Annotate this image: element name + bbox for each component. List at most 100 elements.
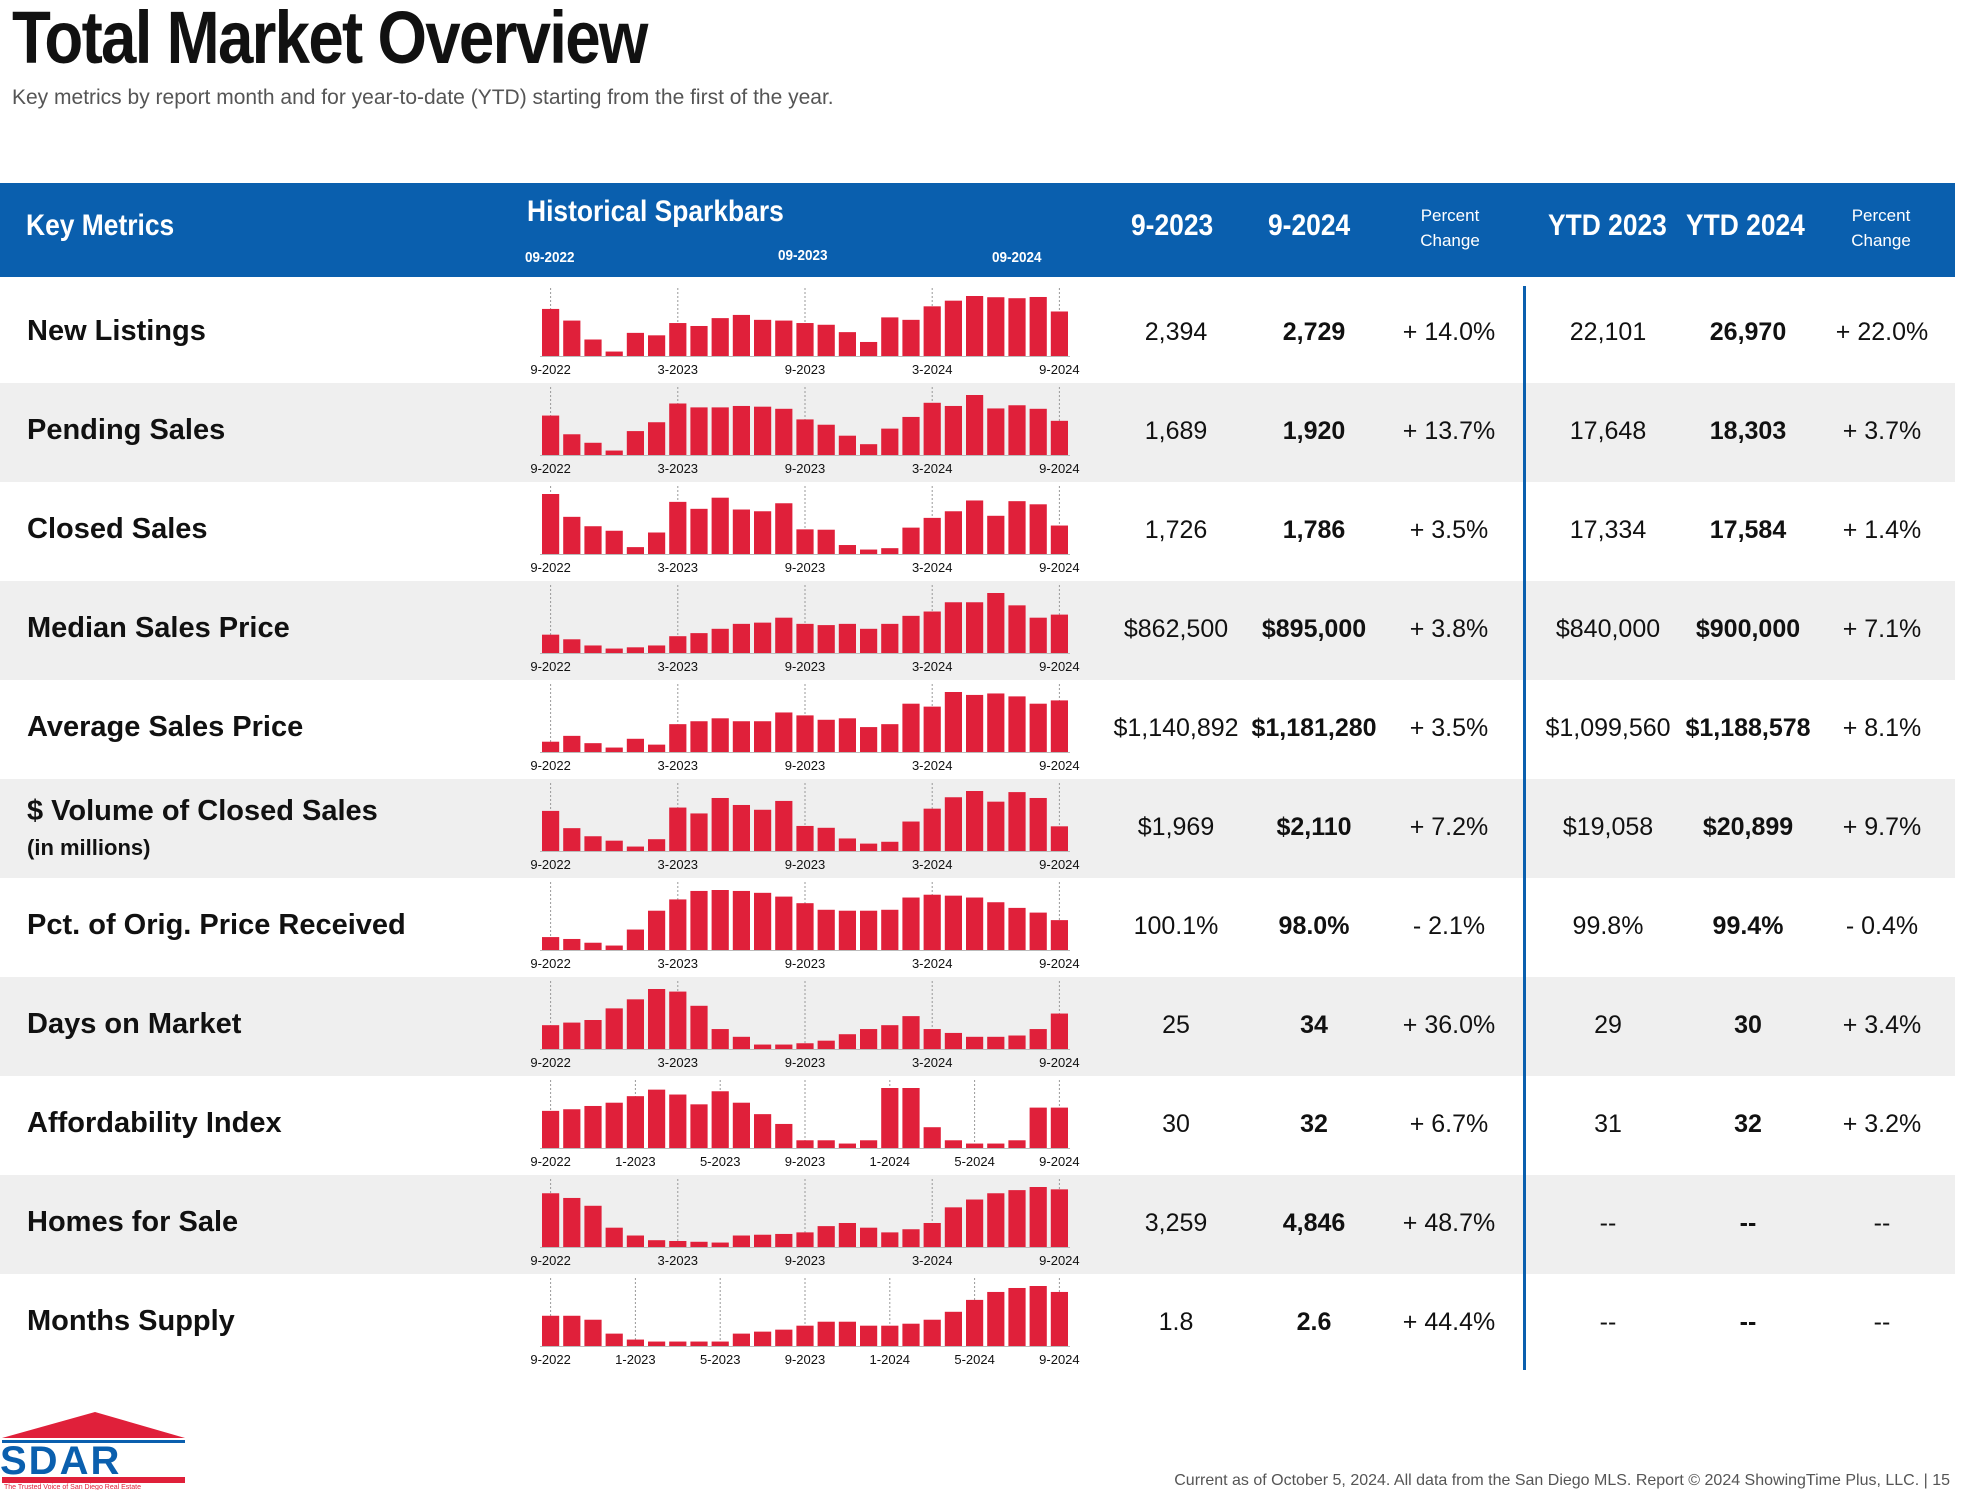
sparkbar <box>881 909 899 950</box>
sparkbar <box>796 419 814 455</box>
sparkbar <box>796 1140 814 1148</box>
sparkbar <box>817 1140 835 1148</box>
header-spark-tick: 09-2024 <box>992 249 1042 266</box>
sparkbar <box>838 1222 856 1247</box>
sparkbar <box>542 634 560 653</box>
sparkbar <box>754 406 772 455</box>
sparkbar <box>987 593 1005 653</box>
value-ytd-percent-change: + 8.1% <box>1842 714 1922 742</box>
sparkbar <box>669 636 687 653</box>
sparkbar <box>648 744 666 752</box>
sparkbar <box>669 1240 687 1247</box>
sparkbar <box>944 602 962 653</box>
sparkbar <box>754 1044 772 1049</box>
value-ytd-2024: $900,000 <box>1695 615 1801 643</box>
sparkbar-tick-label: 3-2024 <box>912 362 952 377</box>
sparkbar <box>626 547 644 554</box>
metric-label: New Listings <box>27 315 206 347</box>
sparkbar <box>860 1325 878 1346</box>
sparkbar-tick-label: 9-2023 <box>785 956 825 971</box>
sparkbar <box>732 623 750 653</box>
sparkbar <box>775 408 793 455</box>
sparkbar <box>966 897 984 950</box>
sparkbar-tick-label: 9-2023 <box>785 1154 825 1169</box>
sparkbar <box>754 1114 772 1148</box>
sparkbar-tick-label: 5-2024 <box>954 1352 994 1367</box>
sparkbar-tick-label: 1-2023 <box>615 1352 655 1367</box>
sparkbar <box>711 1091 729 1148</box>
sparkbar <box>732 890 750 950</box>
sparkbar <box>987 902 1005 950</box>
sparkbar <box>1008 1287 1026 1346</box>
sparkbar-tick-label: 9-2023 <box>785 1352 825 1367</box>
sparkbar-tick-label: 9-2024 <box>1039 1352 1079 1367</box>
sparkbar <box>817 719 835 752</box>
sparkbar <box>626 1235 644 1247</box>
sparkbar <box>690 325 708 356</box>
sparkbar <box>732 509 750 554</box>
sparkbar <box>817 1226 835 1247</box>
value-ytd-2023: $19,058 <box>1562 813 1654 841</box>
sparkbar <box>605 747 623 752</box>
sparkbar <box>966 395 984 455</box>
sparkbar <box>1050 614 1068 653</box>
sparkbar <box>669 899 687 950</box>
sparkbar-tick-label: 9-2022 <box>530 1154 570 1169</box>
header-col-9-2023: 9-2023 <box>1131 209 1214 242</box>
sparkbar <box>775 1233 793 1247</box>
sparkbar <box>944 895 962 950</box>
sparkbar-tick-label: 3-2023 <box>658 1253 698 1268</box>
sparkbar <box>860 843 878 851</box>
sparkbar-tick-label: 3-2023 <box>658 461 698 476</box>
value-ytd-2024: 32 <box>1734 1110 1762 1138</box>
sparkbar <box>987 1036 1005 1049</box>
sparkbar <box>860 1029 878 1049</box>
sparkbar <box>817 324 835 356</box>
value-ytd-2023: -- <box>1599 1308 1617 1336</box>
sparkbar <box>542 810 560 851</box>
table-row: Median Sales Price 9-2022 3-2023 9-2023 3-20… <box>0 581 1955 680</box>
sparkbar-tick-label: 9-2023 <box>785 461 825 476</box>
sparkbar <box>1008 298 1026 356</box>
sparkbar <box>923 808 941 851</box>
sparkbar-chart: 9-2022 3-2023 9-2023 3-2024 9-2024 <box>530 882 1080 971</box>
sparkbar <box>669 403 687 455</box>
header-spark-tick: 09-2023 <box>778 247 828 264</box>
sparkbar-tick-label: 9-2023 <box>785 758 825 773</box>
value-9-2024: 4,846 <box>1282 1209 1346 1237</box>
metric-label: Pct. of Orig. Price Received <box>27 909 406 941</box>
value-ytd-2023: -- <box>1599 1209 1617 1237</box>
sparkbar-tick-label: 5-2023 <box>700 1154 740 1169</box>
sparkbar-tick-label: 9-2023 <box>785 1253 825 1268</box>
value-9-2024: 2,729 <box>1282 318 1346 346</box>
sparkbar <box>584 645 602 653</box>
sparkbar <box>902 527 920 554</box>
sparkbar-tick-label: 9-2024 <box>1039 560 1079 575</box>
sparkbar <box>542 1193 560 1247</box>
value-percent-change: + 14.0% <box>1402 318 1496 346</box>
sparkbar <box>966 500 984 554</box>
sparkbar <box>860 549 878 554</box>
metric-label: $ Volume of Closed Sales <box>27 795 378 827</box>
value-ytd-percent-change: + 3.7% <box>1842 417 1922 445</box>
value-9-2023: 1.8 <box>1158 1308 1194 1336</box>
table-row: Average Sales Price 9-2022 3-2023 9-2023 3-2… <box>0 680 1955 779</box>
header-col-ytd-2023: YTD 2023 <box>1548 209 1667 242</box>
sparkbar <box>881 1025 899 1049</box>
sparkbar <box>987 408 1005 455</box>
sparkbar-tick-label: 5-2024 <box>954 1154 994 1169</box>
svg-text:SDAR: SDAR <box>0 1439 121 1483</box>
sparkbar-tick-label: 9-2024 <box>1039 461 1079 476</box>
value-9-2024: 2.6 <box>1296 1308 1332 1336</box>
sparkbar <box>584 1319 602 1346</box>
sparkbar <box>605 1333 623 1346</box>
sparkbar <box>711 1029 729 1049</box>
sparkbar <box>923 894 941 950</box>
sparkbar-tick-label: 1-2024 <box>870 1352 910 1367</box>
value-ytd-percent-change: -- <box>1873 1209 1891 1237</box>
sparkbar <box>669 501 687 554</box>
sparkbar <box>881 548 899 554</box>
sparkbar <box>690 1341 708 1346</box>
sparkbar <box>1008 907 1026 950</box>
value-ytd-2024: 18,303 <box>1709 417 1787 445</box>
